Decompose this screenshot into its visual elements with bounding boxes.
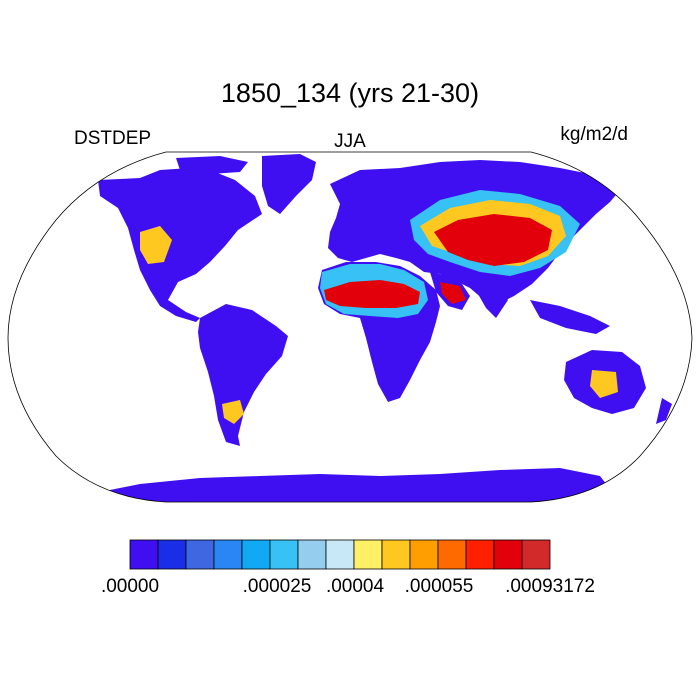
variable-label: DSTDEP bbox=[74, 128, 152, 149]
season-label: JJA bbox=[334, 131, 366, 152]
colorbar-box-12 bbox=[465, 539, 495, 570]
se-asia-islands bbox=[530, 300, 610, 334]
colorbar-box-1 bbox=[157, 539, 187, 570]
colorbar-tick-1: .000025 bbox=[242, 576, 312, 597]
colorbar bbox=[129, 539, 551, 570]
colorbar-box-9 bbox=[381, 539, 411, 570]
colorbar-box-5 bbox=[269, 539, 299, 570]
argentina-dust bbox=[222, 400, 244, 424]
colorbar-box-3 bbox=[213, 539, 243, 570]
colorbar-box-7 bbox=[325, 539, 355, 570]
colorbar-box-2 bbox=[185, 539, 215, 570]
colorbar-box-6 bbox=[297, 539, 327, 570]
arctic-islands bbox=[176, 156, 248, 174]
map-title: 1850_134 (yrs 21-30) bbox=[220, 78, 480, 108]
new-zealand bbox=[656, 398, 672, 424]
colorbar-box-8 bbox=[353, 539, 383, 570]
asia-core bbox=[434, 214, 552, 266]
units-label: kg/m2/d bbox=[560, 124, 628, 145]
map-content bbox=[90, 154, 672, 502]
australia-dust bbox=[590, 370, 618, 398]
colorbar-box-13 bbox=[493, 539, 523, 570]
colorbar-tick-0: .00000 bbox=[100, 576, 160, 597]
us-dust bbox=[140, 226, 172, 264]
globe-outline bbox=[7, 151, 693, 503]
colorbar-tick-4: .00093172 bbox=[505, 576, 595, 597]
arabia-core bbox=[440, 282, 466, 304]
colorbar-box-4 bbox=[241, 539, 271, 570]
colorbar-box-0 bbox=[129, 539, 159, 570]
north-america bbox=[98, 168, 262, 322]
colorbar-box-11 bbox=[437, 539, 467, 570]
colorbar-box-10 bbox=[409, 539, 439, 570]
south-america bbox=[198, 304, 288, 446]
colorbar-tick-2: .00004 bbox=[325, 576, 385, 597]
sahara-core bbox=[324, 280, 420, 308]
colorbar-tick-3: .000055 bbox=[404, 576, 474, 597]
greenland bbox=[262, 154, 316, 214]
colorbar-box-14 bbox=[521, 539, 551, 570]
antarctica bbox=[90, 468, 620, 502]
arabia-india bbox=[430, 272, 508, 318]
